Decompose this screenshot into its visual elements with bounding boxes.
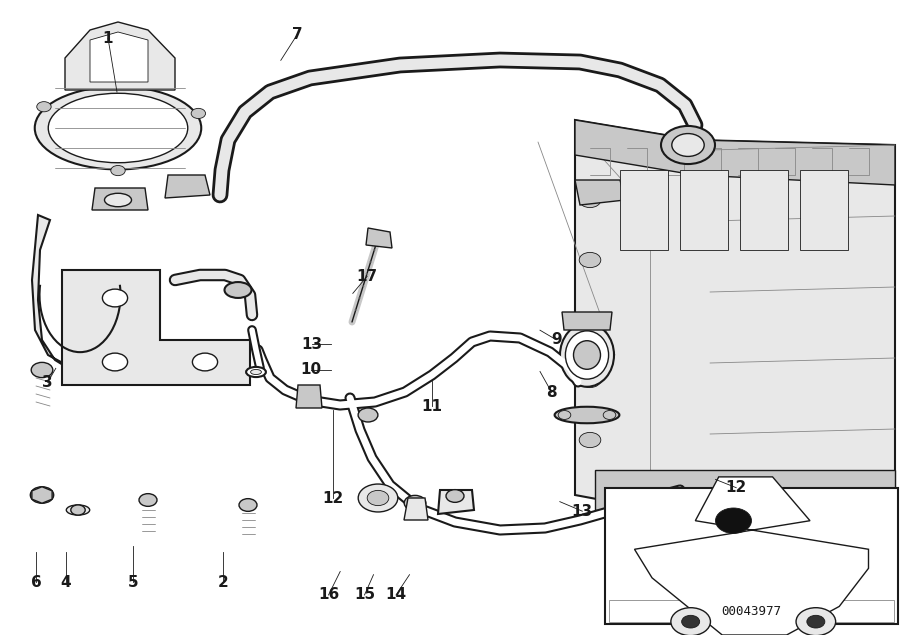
Text: 6: 6 <box>31 575 41 590</box>
Text: 7: 7 <box>292 27 302 43</box>
Circle shape <box>103 289 128 307</box>
Ellipse shape <box>554 407 619 424</box>
Polygon shape <box>404 498 428 520</box>
Polygon shape <box>296 385 322 408</box>
Text: 1: 1 <box>103 30 113 46</box>
Polygon shape <box>575 120 895 185</box>
Circle shape <box>71 505 86 515</box>
Circle shape <box>111 166 125 176</box>
Text: 13: 13 <box>572 504 593 519</box>
Polygon shape <box>438 490 474 514</box>
Text: 4: 4 <box>60 575 71 590</box>
Polygon shape <box>634 477 868 635</box>
Circle shape <box>404 495 426 511</box>
Text: 00043977: 00043977 <box>722 605 781 618</box>
Ellipse shape <box>224 282 251 298</box>
Circle shape <box>358 484 398 512</box>
Ellipse shape <box>573 341 600 370</box>
Circle shape <box>580 372 601 387</box>
Circle shape <box>239 498 257 511</box>
Text: 11: 11 <box>421 399 443 414</box>
Text: 10: 10 <box>300 362 321 377</box>
Circle shape <box>446 490 464 502</box>
Circle shape <box>103 353 128 371</box>
Ellipse shape <box>104 193 131 207</box>
Circle shape <box>580 432 601 448</box>
Circle shape <box>603 411 616 420</box>
Circle shape <box>37 102 51 112</box>
Circle shape <box>716 508 751 533</box>
Bar <box>605 488 898 624</box>
Circle shape <box>32 363 53 378</box>
Text: 9: 9 <box>551 332 562 347</box>
Polygon shape <box>32 215 100 372</box>
Polygon shape <box>562 312 612 330</box>
Text: 3: 3 <box>42 375 53 390</box>
Ellipse shape <box>250 370 261 375</box>
Circle shape <box>671 133 704 156</box>
Bar <box>740 170 788 250</box>
Circle shape <box>191 109 205 119</box>
Text: 12: 12 <box>725 480 747 495</box>
Text: 13: 13 <box>302 337 323 352</box>
Ellipse shape <box>640 492 660 504</box>
Polygon shape <box>366 228 392 248</box>
Ellipse shape <box>644 495 655 501</box>
Circle shape <box>139 493 157 506</box>
Circle shape <box>580 192 601 208</box>
Bar <box>800 170 848 250</box>
Ellipse shape <box>49 93 188 163</box>
Circle shape <box>193 353 218 371</box>
Bar <box>680 170 728 250</box>
Circle shape <box>580 312 601 328</box>
Text: 14: 14 <box>385 587 407 603</box>
Ellipse shape <box>35 86 202 170</box>
Polygon shape <box>575 120 895 520</box>
Circle shape <box>807 615 824 628</box>
Text: 5: 5 <box>128 575 139 590</box>
Circle shape <box>358 408 378 422</box>
Bar <box>609 600 894 622</box>
Circle shape <box>367 490 389 505</box>
Circle shape <box>661 126 715 164</box>
Ellipse shape <box>67 505 90 515</box>
Text: 2: 2 <box>218 575 229 590</box>
Circle shape <box>796 608 835 635</box>
Text: 17: 17 <box>356 269 378 284</box>
Circle shape <box>558 411 571 420</box>
Polygon shape <box>92 188 148 210</box>
Text: 15: 15 <box>354 587 375 603</box>
Ellipse shape <box>560 323 614 387</box>
Circle shape <box>670 608 710 635</box>
Polygon shape <box>65 22 175 90</box>
Circle shape <box>31 487 54 504</box>
Text: 16: 16 <box>318 587 339 603</box>
Ellipse shape <box>246 367 266 377</box>
Polygon shape <box>165 175 210 198</box>
Text: 8: 8 <box>546 385 557 400</box>
Polygon shape <box>62 270 250 385</box>
Polygon shape <box>610 503 637 516</box>
Circle shape <box>580 252 601 267</box>
Polygon shape <box>575 180 625 205</box>
Text: 12: 12 <box>322 491 344 506</box>
Polygon shape <box>595 470 895 510</box>
Circle shape <box>681 615 699 628</box>
Ellipse shape <box>565 331 608 379</box>
Bar <box>620 170 668 250</box>
Polygon shape <box>90 32 148 82</box>
